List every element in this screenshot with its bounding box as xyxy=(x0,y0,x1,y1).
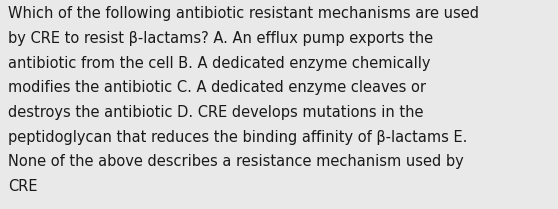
Text: by CRE to resist β-lactams? A. An efflux pump exports the: by CRE to resist β-lactams? A. An efflux… xyxy=(8,31,434,46)
Text: CRE: CRE xyxy=(8,179,38,194)
Text: modifies the antibiotic C. A dedicated enzyme cleaves or: modifies the antibiotic C. A dedicated e… xyxy=(8,80,426,95)
Text: peptidoglycan that reduces the binding affinity of β-lactams E.: peptidoglycan that reduces the binding a… xyxy=(8,130,468,145)
Text: None of the above describes a resistance mechanism used by: None of the above describes a resistance… xyxy=(8,154,464,169)
Text: destroys the antibiotic D. CRE develops mutations in the: destroys the antibiotic D. CRE develops … xyxy=(8,105,424,120)
Text: Which of the following antibiotic resistant mechanisms are used: Which of the following antibiotic resist… xyxy=(8,6,479,21)
Text: antibiotic from the cell B. A dedicated enzyme chemically: antibiotic from the cell B. A dedicated … xyxy=(8,56,431,71)
